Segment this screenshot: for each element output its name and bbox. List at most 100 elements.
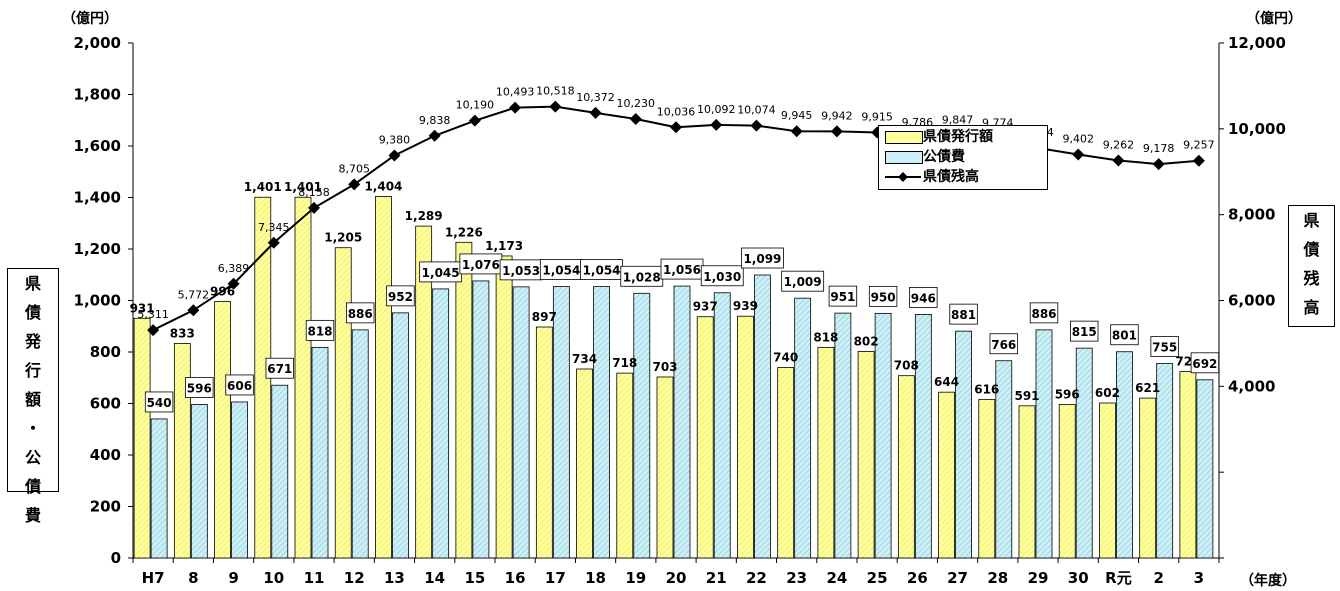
debt-service-value-label: 881 (951, 308, 976, 322)
bar-issuance (294, 196, 312, 559)
right-tick-label: 8,000 (1228, 206, 1275, 224)
debt-service-value-label: 815 (1072, 325, 1097, 339)
bar-issuance (415, 225, 433, 559)
bar-debt-service (1035, 329, 1053, 559)
balance-point (710, 118, 723, 131)
balance-value-label: 10,036 (657, 105, 696, 118)
balance-value-label: 10,518 (536, 85, 575, 98)
left-axis-title-char: ・ (24, 419, 41, 438)
balance-point (1192, 154, 1205, 167)
debt-service-value-label: 1,054 (542, 264, 580, 278)
bar-debt-service (1075, 347, 1093, 559)
legend-label-issuance: 県債発行額 (923, 129, 993, 145)
bar-debt-service (834, 312, 852, 559)
balance-value-label: 9,942 (821, 109, 853, 122)
left-axis-title-char: 債 (24, 477, 41, 496)
issuance-value-label: 996 (210, 285, 235, 299)
bar-issuance (576, 368, 593, 559)
balance-value-label: 9,838 (419, 114, 451, 127)
debt-service-label-box (741, 247, 784, 269)
debt-service-value-label: 596 (187, 382, 212, 396)
bar-debt-service (271, 384, 289, 559)
debt-service-value-label: 1,045 (422, 266, 460, 280)
bar-issuance (656, 376, 674, 559)
balance-value-label: 7,345 (258, 221, 290, 234)
bar-issuance (978, 398, 996, 559)
right-tick-label: 10,000 (1228, 120, 1286, 138)
debt-service-label-box (949, 303, 978, 325)
issuance-value-label: 644 (934, 375, 959, 389)
balance-point (308, 201, 320, 214)
issuance-value-label: 931 (130, 301, 155, 315)
category-label: 24 (826, 569, 847, 587)
debt-service-label-box (909, 287, 938, 308)
right-axis-title: 県債残高 (1288, 205, 1335, 327)
bar-issuance (495, 255, 513, 559)
left-tick-label: 1,600 (74, 137, 121, 155)
bar-debt-service (552, 286, 570, 559)
bar-issuance (455, 241, 473, 559)
balance-value-label: 10,092 (697, 103, 736, 116)
debt-service-value-label: 886 (1031, 307, 1056, 321)
balance-value-label: 9,945 (781, 109, 813, 122)
debt-service-value-label: 1,053 (502, 264, 540, 278)
issuance-value-label: 708 (894, 359, 919, 373)
issuance-value-label: 591 (1014, 389, 1039, 403)
category-label: 14 (424, 569, 445, 587)
left-axis-title-char: 行 (24, 361, 41, 380)
balance-value-label: 9,380 (379, 133, 411, 146)
balance-value-label: 9,402 (1062, 132, 1094, 145)
balance-point (830, 125, 843, 138)
left-axis-title: 県債発行額・公債費 (7, 268, 59, 525)
category-label: H7 (142, 569, 165, 587)
bar-issuance (938, 391, 955, 559)
balance-value-label: 9,847 (942, 113, 974, 126)
right-axis-unit: （億円） (1246, 11, 1302, 27)
debt-service-label-box (185, 377, 214, 398)
debt-service-value-label: 606 (227, 379, 252, 393)
left-axis-title-char: 債 (24, 303, 41, 322)
balance-value-label: 8,158 (298, 186, 330, 199)
category-label: 30 (1068, 569, 1089, 587)
category-label: 9 (228, 569, 238, 587)
issuance-value-label: 939 (733, 299, 758, 313)
left-axis-title-char: 発 (24, 332, 41, 351)
balance-point (1072, 148, 1085, 161)
category-label: 19 (625, 569, 646, 587)
legend-line-symbol (885, 172, 921, 182)
left-axis-title-char: 公 (24, 448, 41, 467)
issuance-value-label: 596 (1055, 388, 1080, 402)
balance-value-label: 9,262 (1103, 139, 1135, 152)
issuance-value-label: 734 (572, 352, 597, 366)
debt-service-value-label: 886 (348, 307, 373, 321)
issuance-value-label: 1,289 (405, 209, 443, 223)
category-label: 2 (1153, 569, 1163, 587)
legend-swatch-issuance (885, 131, 923, 144)
right-tick-label: 4,000 (1228, 377, 1275, 395)
issuance-value-label: 602 (1095, 386, 1120, 400)
bar-debt-service (713, 292, 731, 559)
left-tick-label: 2,000 (74, 34, 121, 52)
issuance-value-label: 718 (612, 356, 637, 370)
debt-service-label-box (1110, 324, 1139, 346)
issuance-value-label: 621 (1135, 381, 1160, 395)
issuance-value-label: 1,226 (445, 225, 483, 239)
debt-service-value-label: 766 (991, 338, 1016, 352)
debt-service-value-label: 801 (1112, 329, 1137, 343)
debt-service-label-box (305, 319, 335, 341)
issuance-value-label: 703 (652, 360, 677, 374)
debt-service-label-box (828, 285, 858, 307)
left-tick-label: 0 (111, 549, 121, 567)
balance-value-label: 10,372 (576, 91, 615, 104)
left-axis-title-char: 県 (24, 274, 41, 293)
right-axis-title-char: 残 (1303, 269, 1320, 288)
debt-service-label-box (868, 285, 898, 307)
bar-debt-service (1116, 351, 1133, 559)
bar-issuance (616, 372, 634, 559)
debt-service-label-box (989, 333, 1018, 355)
bar-debt-service (874, 312, 892, 559)
issuance-value-label: 616 (974, 382, 999, 396)
balance-point (750, 119, 763, 132)
balance-point (629, 112, 642, 125)
right-axis-title-char: 県 (1303, 211, 1320, 230)
